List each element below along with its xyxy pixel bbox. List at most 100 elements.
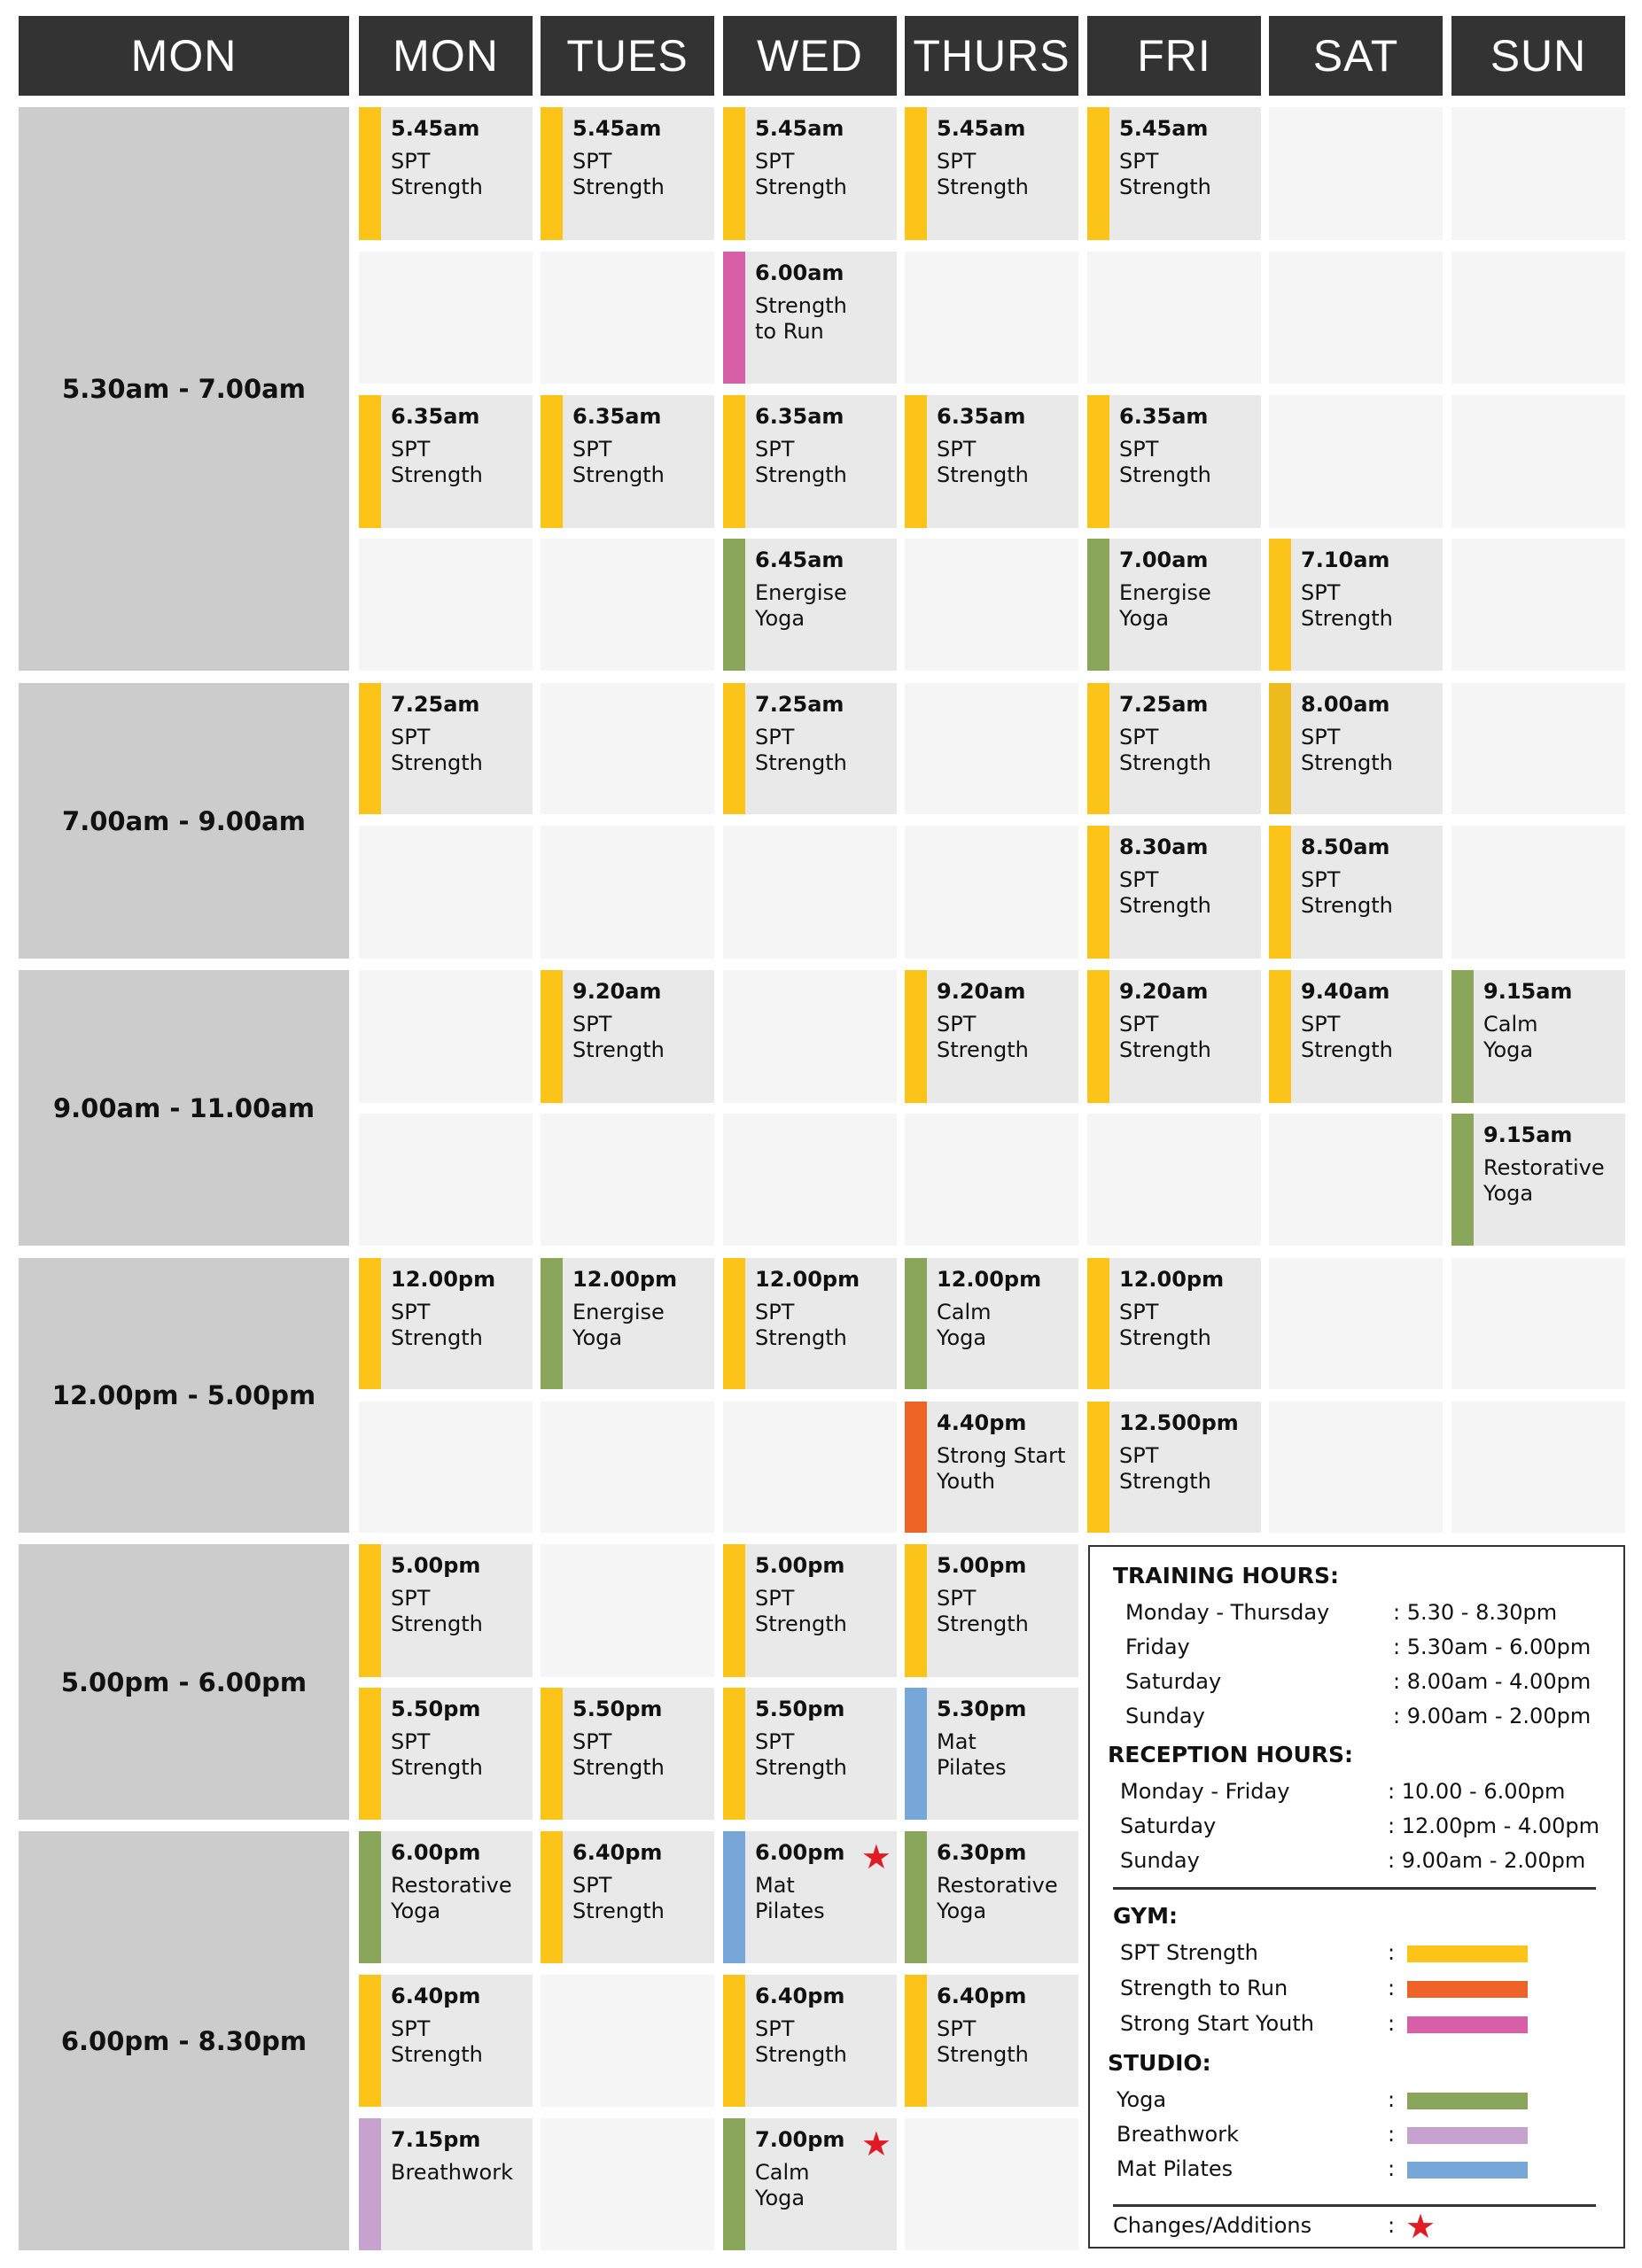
class-text: 7.25am SPT Strength [391, 692, 525, 776]
time-slot-label: 7.00am - 9.00am [19, 683, 349, 959]
class-cell[interactable]: 12.00pm Energise Yoga [541, 1258, 714, 1389]
class-cell[interactable]: 6.35am SPT Strength [723, 395, 897, 528]
class-name: SPT Strength [1119, 867, 1211, 918]
empty-cell [1087, 1114, 1261, 1246]
class-cell[interactable]: 5.00pm SPT Strength [723, 1544, 897, 1677]
class-cell[interactable]: 7.25am SPT Strength [359, 683, 533, 814]
class-color-bar [359, 683, 381, 814]
class-cell[interactable]: 8.30am SPT Strength [1087, 826, 1261, 959]
class-cell[interactable]: 6.00am Strength to Run [723, 252, 897, 384]
class-cell[interactable]: 5.30pm Mat Pilates [905, 1688, 1078, 1820]
class-time: 7.25am [755, 692, 844, 717]
class-cell[interactable]: 7.00am Energise Yoga [1087, 539, 1261, 671]
class-text: 6.40pm SPT Strength [572, 1840, 707, 1924]
studio-legend-label: Breathwork [1117, 2122, 1239, 2147]
class-text: 5.00pm SPT Strength [755, 1553, 890, 1637]
class-text: 9.15am Restorative Yoga [1483, 1122, 1618, 1207]
class-cell[interactable]: 4.40pm Strong Start Youth [905, 1402, 1078, 1533]
class-text: 9.20am SPT Strength [1119, 979, 1254, 1063]
class-cell[interactable]: 8.00am SPT Strength [1269, 683, 1443, 814]
class-cell[interactable]: 9.20am SPT Strength [541, 970, 714, 1103]
studio-legend-swatch [1407, 2162, 1528, 2179]
class-cell[interactable]: 6.40pm SPT Strength [905, 1975, 1078, 2107]
class-cell[interactable]: 6.35am SPT Strength [541, 395, 714, 528]
class-cell[interactable]: 5.45am SPT Strength [541, 107, 714, 240]
day-header: FRI [1087, 16, 1261, 96]
empty-cell [359, 252, 533, 384]
empty-cell [359, 1114, 533, 1246]
class-cell[interactable]: 6.40pm SPT Strength [541, 1831, 714, 1963]
class-cell[interactable]: 6.40pm SPT Strength [723, 1975, 897, 2107]
class-cell[interactable]: 12.00pm SPT Strength [359, 1258, 533, 1389]
class-cell[interactable]: 5.50pm SPT Strength [359, 1688, 533, 1820]
class-text: 6.00pm Mat Pilates [755, 1840, 890, 1924]
class-name: SPT Strength [572, 1873, 665, 1923]
class-time: 6.35am [1119, 404, 1209, 429]
empty-cell [1451, 683, 1625, 814]
class-cell[interactable]: 6.30pm Restorative Yoga [905, 1831, 1078, 1963]
class-cell[interactable]: 5.45am SPT Strength [905, 107, 1078, 240]
empty-cell [723, 1402, 897, 1533]
class-text: 6.35am SPT Strength [1119, 404, 1254, 488]
class-cell[interactable]: 5.45am SPT Strength [359, 107, 533, 240]
class-color-bar [359, 395, 381, 528]
class-color-bar [1087, 1258, 1109, 1389]
class-color-bar [541, 1831, 563, 1963]
star-icon: ★ [1405, 2207, 1436, 2246]
class-text: 9.20am SPT Strength [572, 979, 707, 1063]
class-time: 12.00pm [755, 1267, 860, 1292]
class-time: 9.15am [1483, 1122, 1573, 1147]
class-time: 9.15am [1483, 979, 1573, 1004]
class-color-bar [905, 1831, 927, 1963]
class-color-bar [359, 1544, 381, 1677]
class-cell[interactable]: 5.00pm SPT Strength [359, 1544, 533, 1677]
empty-cell [905, 539, 1078, 671]
class-cell[interactable]: 12.500pm SPT Strength [1087, 1402, 1261, 1533]
class-cell[interactable]: 6.00pm Mat Pilates ★ [723, 1831, 897, 1963]
class-cell[interactable]: 6.35am SPT Strength [359, 395, 533, 528]
class-cell[interactable]: 8.50am SPT Strength [1269, 826, 1443, 959]
class-cell[interactable]: 6.40pm SPT Strength [359, 1975, 533, 2107]
class-cell[interactable]: 7.25am SPT Strength [1087, 683, 1261, 814]
class-cell[interactable]: 9.40am SPT Strength [1269, 970, 1443, 1103]
class-cell[interactable]: 5.50pm SPT Strength [723, 1688, 897, 1820]
class-color-bar [359, 1258, 381, 1389]
class-text: 5.00pm SPT Strength [937, 1553, 1071, 1637]
class-cell[interactable]: 6.00pm Restorative Yoga [359, 1831, 533, 1963]
class-cell[interactable]: 9.15am Restorative Yoga [1451, 1114, 1625, 1246]
legend-divider [1113, 1887, 1596, 1890]
class-cell[interactable]: 6.35am SPT Strength [1087, 395, 1261, 528]
class-cell[interactable]: 12.00pm SPT Strength [1087, 1258, 1261, 1389]
class-cell[interactable]: 9.15am Calm Yoga [1451, 970, 1625, 1103]
class-time: 12.00pm [391, 1267, 496, 1292]
class-cell[interactable]: 6.35am SPT Strength [905, 395, 1078, 528]
class-cell[interactable]: 7.25am SPT Strength [723, 683, 897, 814]
class-cell[interactable]: 7.15pm Breathwork [359, 2118, 533, 2250]
class-color-bar [1269, 539, 1291, 671]
class-cell[interactable]: 7.00pm Calm Yoga ★ [723, 2118, 897, 2250]
class-cell[interactable]: 5.00pm SPT Strength [905, 1544, 1078, 1677]
class-color-bar [723, 539, 745, 671]
class-color-bar [1087, 539, 1109, 671]
gym-legend-swatch [1407, 1981, 1528, 1998]
class-time: 5.50pm [391, 1697, 481, 1721]
class-name: SPT Strength [937, 149, 1029, 199]
training-hours-title: TRAINING HOURS: [1113, 1563, 1340, 1588]
class-cell[interactable]: 9.20am SPT Strength [905, 970, 1078, 1103]
class-name: SPT Strength [755, 1729, 847, 1780]
class-text: 12.00pm Calm Yoga [937, 1267, 1071, 1351]
class-cell[interactable]: 5.45am SPT Strength [723, 107, 897, 240]
class-time: 9.20am [572, 979, 662, 1004]
class-cell[interactable]: 12.00pm SPT Strength [723, 1258, 897, 1389]
class-cell[interactable]: 12.00pm Calm Yoga [905, 1258, 1078, 1389]
class-cell[interactable]: 5.50pm SPT Strength [541, 1688, 714, 1820]
class-name: SPT Strength [391, 2016, 483, 2067]
training-hours-label: Monday - Thursday [1125, 1600, 1330, 1625]
class-name: Calm Yoga [755, 2160, 810, 2210]
empty-cell [1451, 252, 1625, 384]
empty-cell [1451, 1402, 1625, 1533]
class-cell[interactable]: 9.20am SPT Strength [1087, 970, 1261, 1103]
class-cell[interactable]: 6.45am Energise Yoga [723, 539, 897, 671]
class-cell[interactable]: 5.45am SPT Strength [1087, 107, 1261, 240]
class-cell[interactable]: 7.10am SPT Strength [1269, 539, 1443, 671]
